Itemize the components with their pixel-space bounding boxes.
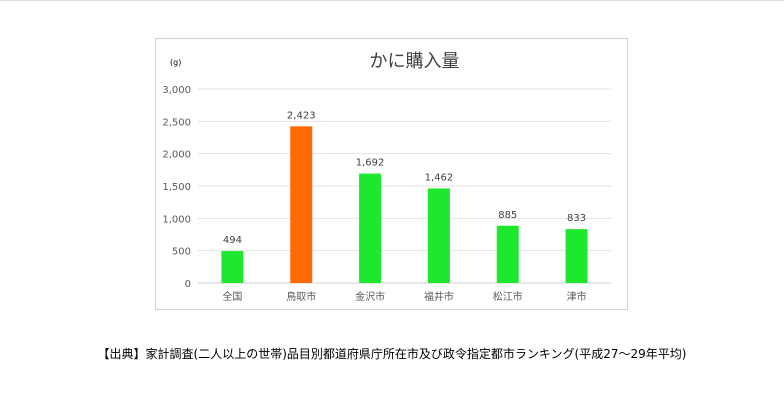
data-label: 2,423 (287, 110, 316, 121)
source-note: 【出典】家計調査(二人以上の世帯)品目別都道府県庁所在市及び政令指定都市ランキン… (97, 347, 687, 361)
x-tick-label: 福井市 (424, 290, 454, 303)
chart-title: かに購入量 (370, 51, 460, 72)
y-tick-label: 1,000 (162, 214, 191, 225)
y-tick-label: 2,000 (162, 150, 191, 161)
data-label: 833 (567, 213, 586, 224)
bar (565, 229, 588, 283)
x-tick-label: 全国 (222, 290, 242, 303)
y-tick-label: 500 (172, 247, 191, 258)
bar-chart: かに購入量 (g) 0 500 1,000 1,500 2,000 2,500 3,000 494… (162, 51, 611, 303)
top-divider (0, 0, 784, 1)
bar (290, 126, 313, 283)
data-label: 1,462 (425, 172, 454, 183)
unit-label: (g) (170, 58, 181, 67)
bar (221, 251, 244, 283)
data-label: 1,692 (356, 158, 385, 169)
y-tick-label: 1,500 (162, 182, 191, 193)
bar (427, 188, 450, 283)
y-tick-label: 2,500 (162, 117, 191, 128)
bar (359, 173, 382, 283)
chart-frame: かに購入量 (g) 0 500 1,000 1,500 2,000 2,500 3,000 494… (155, 38, 628, 310)
data-label: 494 (223, 235, 242, 246)
x-tick-label: 金沢市 (355, 290, 385, 303)
data-label: 885 (498, 210, 517, 221)
x-tick-label: 津市 (567, 290, 587, 303)
x-tick-label: 鳥取市 (286, 290, 316, 303)
y-tick-label: 0 (185, 279, 191, 290)
x-tick-label: 松江市 (493, 290, 523, 303)
bar (496, 225, 519, 283)
y-tick-label: 3,000 (162, 85, 191, 96)
